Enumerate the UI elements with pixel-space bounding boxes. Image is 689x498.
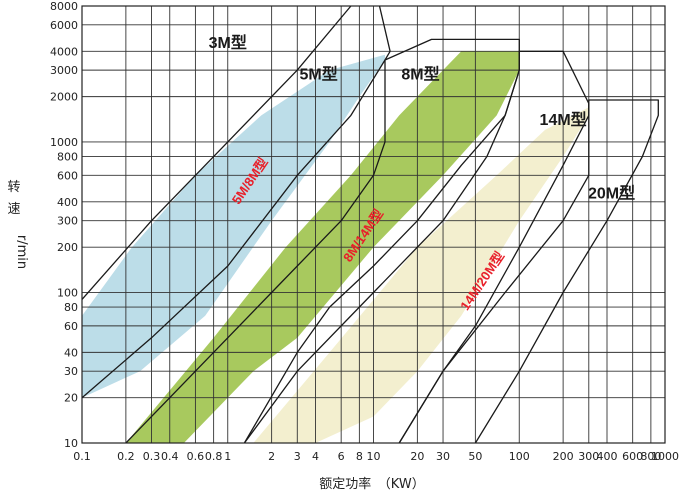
y-tick-label: 40: [64, 346, 78, 359]
x-tick-label: 0.6: [187, 450, 205, 463]
x-tick-label: 1000: [651, 450, 679, 463]
y-tick-label: 3000: [50, 64, 78, 77]
y-tick-label: 80: [64, 301, 78, 314]
model-label-14m: 14M型: [540, 111, 587, 129]
x-tick-label: 4: [312, 450, 319, 463]
x-tick-label: 0.4: [161, 450, 179, 463]
model-labels: 3M型 5M型 8M型 14M型 20M型: [209, 34, 636, 203]
model-label-5m: 5M型: [299, 65, 337, 83]
x-tick-label: 300: [578, 450, 599, 463]
band-area-5m-8m: [82, 54, 385, 398]
x-tick-label: 1: [224, 450, 231, 463]
y-axis-label-unit: r/min: [14, 235, 29, 269]
x-tick-label: 200: [553, 450, 574, 463]
plot-frame: [81, 5, 666, 444]
y-tick-label: 60: [64, 320, 78, 333]
x-tick-label: 0.8: [205, 450, 223, 463]
y-tick-label: 4000: [50, 45, 78, 58]
y-tick-label: 6000: [50, 19, 78, 32]
y-tick-label: 1000: [50, 136, 78, 149]
y-tick-label: 20: [64, 392, 78, 405]
model-label-20m: 20M型: [588, 185, 635, 203]
model-label-3m: 3M型: [209, 34, 247, 52]
outline-5m: [81, 5, 391, 399]
outline-20m: [398, 99, 659, 444]
band-area-14m-20m: [253, 107, 589, 444]
x-axis-label: 额定功率 （KW）: [319, 476, 424, 492]
outline-14m: [243, 50, 590, 444]
outline-3m: [81, 5, 352, 300]
x-tick-label: 0.2: [117, 450, 135, 463]
y-tick-label: 200: [57, 241, 78, 254]
y-tick-label: 300: [57, 215, 78, 228]
y-tick-label: 30: [64, 365, 78, 378]
y-tick-label: 100: [57, 286, 78, 299]
y-tick-label: 8000: [50, 0, 78, 13]
x-tick-label: 20: [410, 450, 424, 463]
x-tick-label: 3: [294, 450, 301, 463]
y-tick-labels: 10 20 30 40 60 80 100 200 300 400 600 800 1000 2000 30…: [50, 0, 78, 450]
outline-8m: [125, 38, 520, 444]
y-tick-label: 400: [57, 196, 78, 209]
y-tick-label: 2000: [50, 91, 78, 104]
x-tick-label: 100: [509, 450, 530, 463]
x-tick-label: 10: [367, 450, 381, 463]
x-tick-label: 600: [622, 450, 643, 463]
model-outlines: [81, 5, 659, 444]
x-tick-label: 8: [356, 450, 363, 463]
x-tick-label: 50: [468, 450, 482, 463]
y-tick-label: 600: [57, 169, 78, 182]
x-tick-label: 6: [338, 450, 345, 463]
x-tick-label: 0.1: [73, 450, 91, 463]
model-label-8m: 8M型: [401, 65, 439, 83]
x-tick-label: 2: [268, 450, 275, 463]
x-tick-label: 800: [640, 450, 661, 463]
y-axis-label-char-2: 速: [7, 202, 20, 217]
x-tick-labels: 0.1 0.2 0.3 0.4 0.6 0.8 1 2 3 4 6 8 10 20 30 50 100 200 30…: [73, 450, 679, 463]
y-tick-label: 10: [64, 437, 78, 450]
y-tick-label: 800: [57, 151, 78, 164]
x-tick-label: 0.3: [143, 450, 161, 463]
x-tick-label: 30: [436, 450, 450, 463]
y-axis-label-char-1: 转: [7, 180, 20, 195]
x-tick-label: 400: [597, 450, 618, 463]
